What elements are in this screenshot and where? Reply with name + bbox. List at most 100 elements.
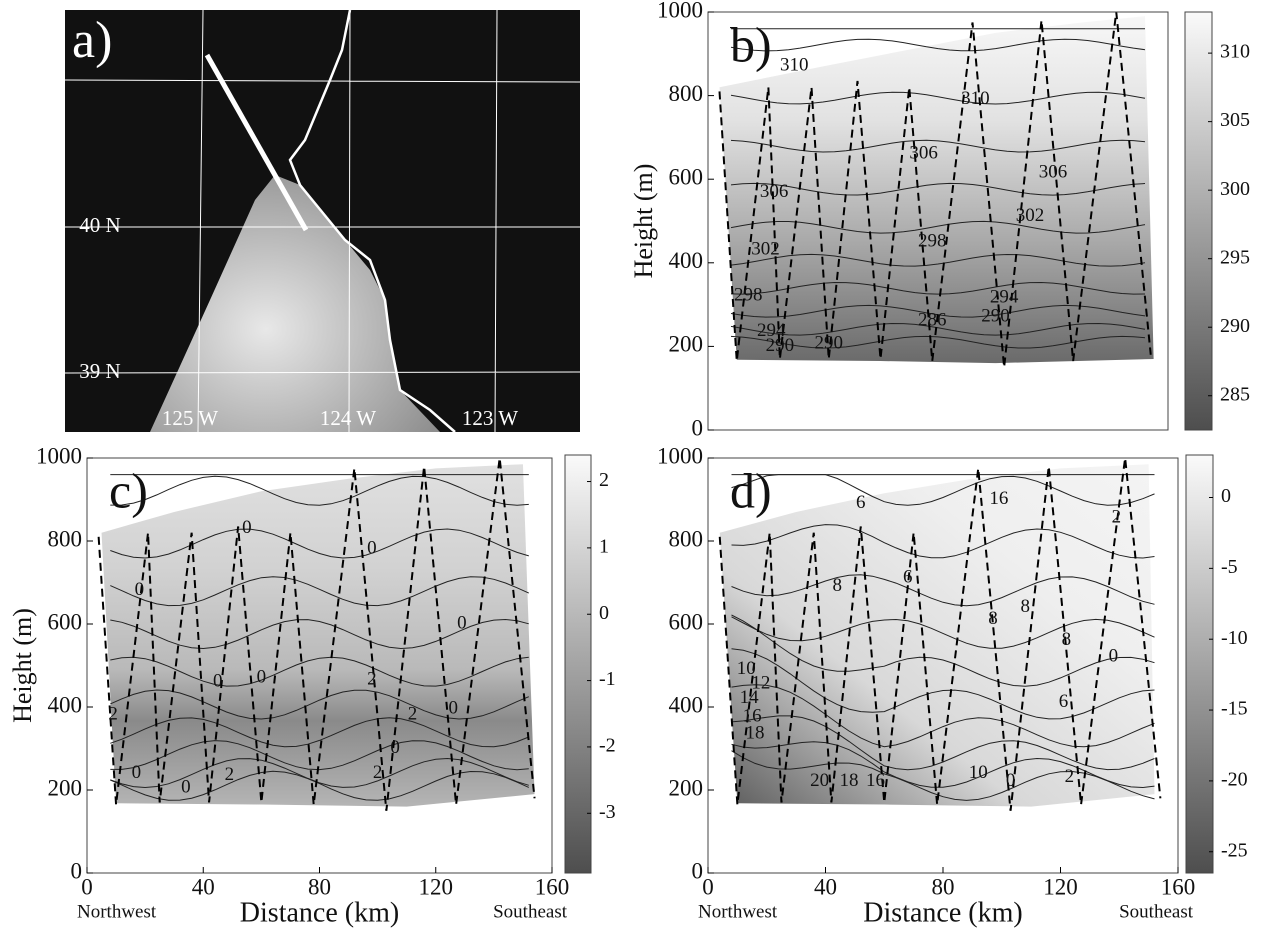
y-axis-label: Height (m)	[8, 608, 37, 723]
y-tick-label: 0	[71, 858, 83, 883]
contour-label: 306	[760, 181, 789, 202]
contour-label: 0	[135, 579, 145, 600]
contour-label: 6	[903, 567, 913, 588]
contour-label: 298	[918, 230, 947, 251]
y-tick-label: 600	[669, 609, 704, 634]
lat-lon-grid	[64, 9, 581, 433]
direction-label: Northwest	[77, 901, 157, 922]
colorbar-tick-label: 300	[1220, 178, 1250, 200]
colorbar-tick-label: -2	[599, 735, 616, 757]
flight-track	[204, 53, 309, 232]
map-label: 124 W	[320, 406, 376, 430]
x-tick-label: 80	[308, 874, 331, 899]
y-tick-label: 0	[692, 415, 704, 440]
contour-line	[730, 91, 1146, 105]
colorbar	[1185, 454, 1214, 874]
y-tick-label: 200	[669, 332, 704, 357]
coastline	[288, 9, 456, 433]
contour-label: 0	[181, 776, 191, 797]
contour-label: 306	[909, 142, 938, 163]
flight-path	[718, 11, 1152, 368]
colorbar-tick-label: 0	[1221, 485, 1231, 507]
contour-label: 12	[751, 673, 770, 694]
contour-label: 6	[856, 492, 866, 513]
contour-line	[731, 750, 1155, 801]
contour-label: 0	[448, 697, 458, 718]
direction-label: Southeast	[493, 901, 568, 922]
contour-label: 306	[1039, 161, 1068, 182]
contour-label: 16	[989, 488, 1008, 509]
contour-label: 8	[1062, 629, 1072, 650]
contour-label: 8	[1021, 596, 1031, 617]
contour-line	[731, 684, 1155, 748]
y-tick-label: 600	[669, 164, 704, 189]
contour-line	[730, 322, 1146, 336]
contour-label: 286	[918, 310, 947, 331]
colorbar-tick-label: 1	[599, 535, 609, 557]
contour-label: 0	[367, 538, 377, 559]
colorbar-tick-label: -3	[599, 801, 616, 823]
contour-label: 294	[990, 287, 1019, 308]
contour-line	[731, 614, 1155, 687]
contour-label: 10	[969, 762, 988, 783]
x-tick-label: 120	[419, 874, 454, 899]
contour-label: 18	[746, 722, 765, 743]
panel-label: c)	[109, 462, 148, 518]
contour-label: 298	[734, 285, 763, 306]
contour-label: 2	[108, 704, 118, 725]
panel-label: a)	[72, 12, 112, 69]
contour-label: 6	[1059, 691, 1069, 712]
contour-label: 294	[757, 320, 786, 341]
colorbar-tick-label: -25	[1221, 839, 1248, 861]
y-tick-label: 800	[669, 81, 704, 106]
panel-label: b)	[730, 16, 772, 72]
contour-line	[110, 770, 530, 801]
y-axis-label: Height (m)	[629, 164, 658, 279]
contour-label: 2	[225, 764, 235, 785]
contour-label: 2	[408, 704, 418, 725]
field	[719, 464, 1155, 807]
contour-line	[110, 656, 529, 687]
y-tick-label: 800	[48, 526, 83, 551]
colorbar-tick-label: 0	[599, 602, 609, 624]
contour-line	[731, 616, 1155, 649]
contour-line	[731, 574, 1155, 607]
x-tick-label: 40	[192, 874, 215, 899]
contour-line	[730, 38, 1146, 52]
contour-label: 0	[132, 762, 142, 783]
contour-line	[730, 220, 1146, 234]
y-tick-label: 400	[48, 692, 83, 717]
contour-label: 0	[213, 670, 223, 691]
contour-label: 14	[740, 687, 760, 708]
map-label: 125 W	[162, 406, 218, 430]
map-label: 39 N	[79, 359, 120, 383]
y-tick-label: 400	[669, 248, 704, 273]
contour-line	[110, 475, 529, 506]
contour-line	[731, 648, 1155, 720]
x-tick-label: 160	[1161, 874, 1196, 899]
y-tick-label: 1000	[657, 443, 703, 468]
contour-label: 2	[373, 762, 383, 783]
panel-label: d)	[730, 462, 772, 518]
contour-label: 310	[961, 88, 990, 109]
map-label: 40 N	[79, 213, 120, 237]
contour-label: 20	[810, 770, 829, 791]
contour-label: 302	[751, 239, 780, 260]
flight-path	[97, 457, 536, 811]
colorbar-tick-label: -10	[1221, 627, 1248, 649]
colorbar	[1184, 11, 1213, 431]
x-tick-label: 120	[1043, 874, 1078, 899]
contour-line	[110, 528, 529, 559]
colorbar-tick-label: -5	[1221, 556, 1238, 578]
contour-label: 16	[743, 706, 762, 727]
contour-line	[731, 741, 1155, 789]
y-tick-label: 1000	[657, 0, 703, 22]
x-tick-label: 80	[932, 874, 955, 899]
direction-label: Southeast	[1119, 901, 1194, 922]
colorbar	[564, 454, 592, 874]
contour-label: 0	[1006, 770, 1016, 791]
panel-a	[64, 9, 581, 433]
contour-line	[110, 618, 529, 650]
